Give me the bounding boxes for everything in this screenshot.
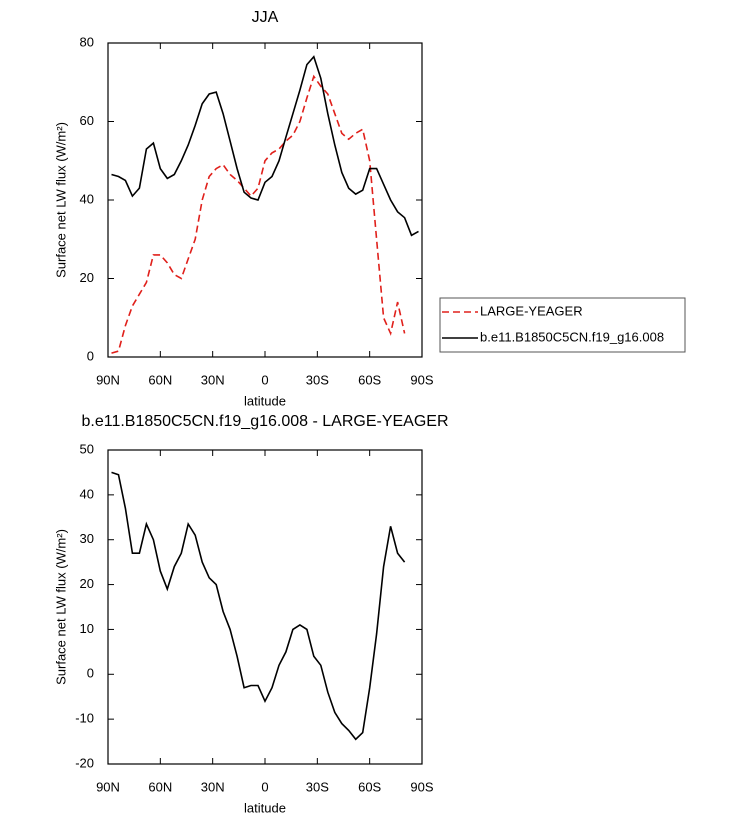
- x-axis-label: latitude: [244, 800, 286, 815]
- x-axis-label: latitude: [244, 393, 286, 408]
- y-tick-label: 50: [80, 441, 94, 456]
- y-tick-label: 30: [80, 531, 94, 546]
- y-axis-label: Surface net LW flux (W/m²): [53, 122, 68, 278]
- plot-frame: [107, 42, 423, 358]
- x-tick-label: 0: [261, 779, 268, 794]
- x-tick-label: 60S: [358, 779, 381, 794]
- y-tick-label: 20: [80, 270, 94, 285]
- x-tick-label: 90S: [410, 372, 433, 387]
- x-tick-label: 90N: [96, 372, 120, 387]
- x-tick-label: 30S: [306, 372, 329, 387]
- legend-box: [439, 297, 686, 353]
- y-tick-label: 10: [80, 621, 94, 636]
- y-axis-label: Surface net LW flux (W/m²): [53, 529, 68, 685]
- y-tick-label: 80: [80, 34, 94, 49]
- legend-label: b.e11.B1850C5CN.f19_g16.008: [480, 329, 664, 344]
- x-tick-label: 90S: [410, 779, 433, 794]
- y-tick-label: 40: [80, 486, 94, 501]
- data-line: [111, 471, 406, 741]
- plot-frame: [107, 449, 423, 765]
- x-tick-label: 30N: [201, 779, 225, 794]
- y-tick-label: 0: [87, 666, 94, 681]
- data-line: [111, 55, 419, 237]
- y-tick-label: 0: [87, 348, 94, 363]
- chart-title: b.e11.B1850C5CN.f19_g16.008 - LARGE-YEAG…: [81, 413, 448, 430]
- y-tick-label: 60: [80, 113, 94, 128]
- y-tick-label: -10: [75, 711, 94, 726]
- y-tick-label: -20: [75, 755, 94, 770]
- x-tick-label: 60S: [358, 372, 381, 387]
- x-tick-label: 90N: [96, 779, 120, 794]
- data-line: [111, 74, 406, 354]
- legend-label: LARGE-YEAGER: [480, 303, 583, 318]
- y-tick-label: 40: [80, 191, 94, 206]
- chart-title: JJA: [252, 9, 279, 26]
- x-tick-label: 30N: [201, 372, 225, 387]
- x-tick-label: 60N: [148, 372, 172, 387]
- x-tick-label: 30S: [306, 779, 329, 794]
- x-tick-label: 60N: [148, 779, 172, 794]
- y-tick-label: 20: [80, 576, 94, 591]
- x-tick-label: 0: [261, 372, 268, 387]
